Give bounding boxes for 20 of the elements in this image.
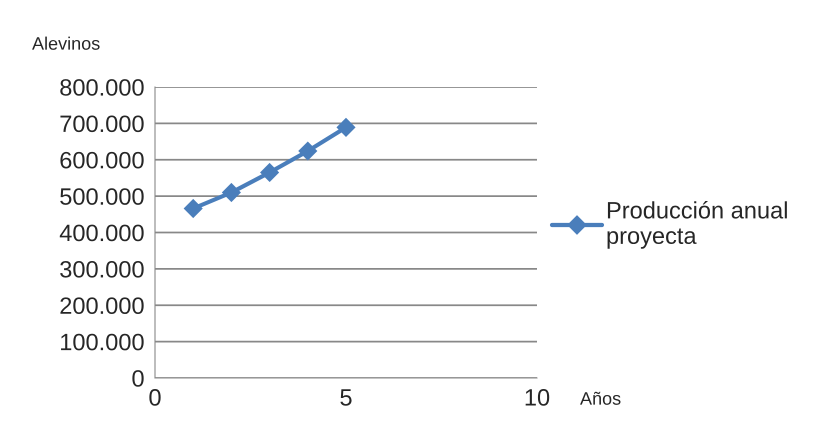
- x-tick-label: 0: [149, 389, 161, 406]
- y-tick-label: 700.000: [60, 115, 144, 132]
- x-tick-label: 5: [340, 389, 352, 406]
- x-tick-label: 10: [526, 389, 550, 406]
- y-tick-label: 500.000: [60, 188, 144, 205]
- point: [336, 118, 356, 137]
- y-tick-label: 0: [132, 370, 144, 387]
- x-axis-title: Años: [580, 392, 620, 405]
- y-tick-label: 800.000: [60, 79, 144, 96]
- y-tick-label: 100.000: [61, 334, 144, 350]
- point: [260, 163, 279, 182]
- point: [184, 199, 203, 218]
- y-axis-title: Alevinos: [32, 36, 100, 50]
- legend-label: Producción anual proyecta: [608, 201, 787, 249]
- point: [222, 183, 241, 202]
- y-tick-label: 200.000: [60, 297, 144, 314]
- point: [298, 142, 318, 160]
- y-tick-label: 300.000: [60, 260, 144, 278]
- y-tick-label: 400.000: [60, 224, 144, 242]
- y-tick-label: 600.000: [60, 152, 144, 169]
